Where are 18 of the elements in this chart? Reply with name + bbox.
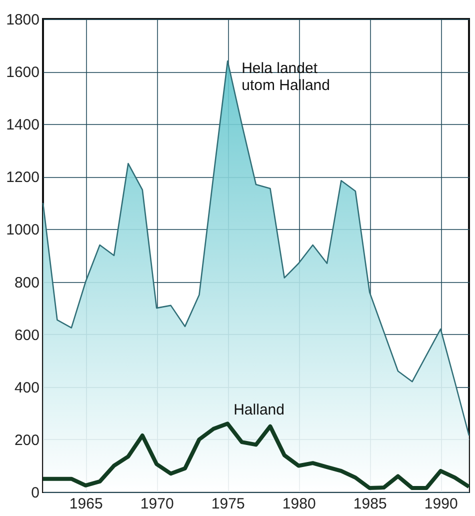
y-tick-label: 1600 <box>6 64 40 82</box>
y-tick-label: 600 <box>14 326 40 344</box>
y-tick-label: 200 <box>14 432 40 449</box>
y-tick-label: 1800 <box>6 12 40 28</box>
y-tick-label: 0 <box>31 484 40 502</box>
x-tick-label: 1985 <box>353 496 387 512</box>
x-tick-label: 1990 <box>424 496 458 512</box>
x-tick-label: 1970 <box>140 496 174 512</box>
y-tick-label: 800 <box>14 274 40 292</box>
y-tick-label: 1400 <box>6 116 40 134</box>
line-series <box>41 422 471 490</box>
y-tick-label: 1200 <box>6 169 40 186</box>
series-label: Halland <box>234 402 284 419</box>
x-tick-label: 1975 <box>211 496 245 512</box>
x-tick-label: 1965 <box>69 496 103 512</box>
y-tick-label: 400 <box>14 379 40 396</box>
x-tick-label: 1980 <box>282 496 316 512</box>
y-tick-label: 1000 <box>6 222 40 239</box>
